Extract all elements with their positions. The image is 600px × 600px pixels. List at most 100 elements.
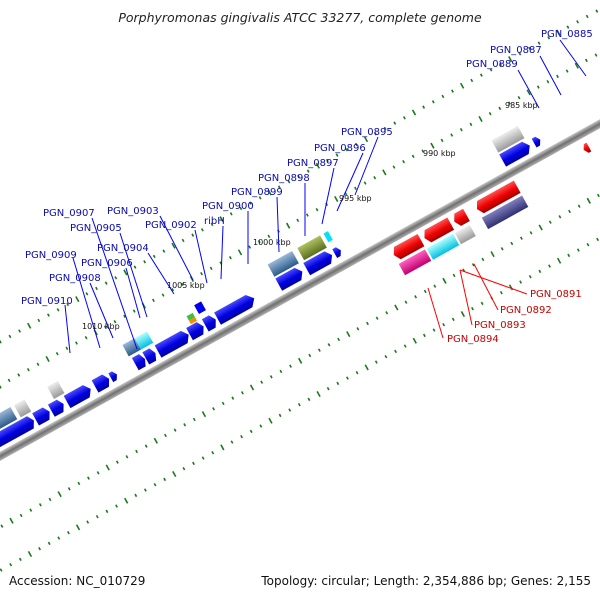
reverse-gene-arrow[interactable] (421, 217, 455, 244)
reverse-gene-navy[interactable] (481, 195, 529, 230)
scale-tick (45, 356, 50, 363)
scale-tick (411, 109, 417, 116)
reverse-gene-arrow[interactable] (474, 180, 521, 216)
gene-label[interactable]: PGN_0910 (21, 296, 73, 307)
forward-gene-gray[interactable] (491, 125, 525, 153)
reverse-gene-cyan[interactable] (426, 233, 460, 260)
forward-gene-arrow[interactable] (108, 370, 119, 383)
gene-label[interactable]: PGN_0896 (314, 143, 366, 154)
scale-tick (510, 241, 514, 246)
gene-label[interactable]: PGN_0900 (202, 201, 254, 212)
scale-tick (481, 257, 485, 262)
scale-tick (558, 215, 562, 219)
forward-gene-arrow[interactable] (275, 265, 305, 291)
gene-label[interactable]: PGN_0889 (466, 59, 518, 70)
scale-tick (547, 36, 551, 40)
scale-tick (596, 193, 600, 198)
gene-label[interactable]: PGN_0894 (447, 334, 499, 345)
scale-tick (27, 322, 32, 329)
scale-tick (556, 29, 561, 36)
scale-tick (576, 20, 580, 24)
scale-tick (517, 96, 521, 100)
scale-tick (38, 503, 42, 507)
scale-tick (132, 309, 136, 313)
scale-tick (326, 387, 330, 391)
gene-label[interactable]: PGN_0892 (500, 305, 552, 316)
scale-tick (289, 364, 292, 368)
forward-gene-arrow[interactable] (91, 373, 113, 393)
gene-label[interactable]: PGN_0893 (474, 320, 526, 331)
scale-tick (27, 551, 33, 558)
forward-gene-steel[interactable] (267, 250, 299, 277)
forward-gene-arrow[interactable] (332, 246, 343, 258)
forward-gene-gray[interactable] (0, 407, 18, 434)
scale-tick (163, 477, 167, 482)
forward-gene-arrow[interactable] (186, 320, 207, 341)
scale-tick (431, 100, 435, 104)
forward-gene-cyan[interactable] (134, 331, 154, 350)
gene-label[interactable]: PGN_0905 (70, 223, 122, 234)
gene-label[interactable]: PGN_0908 (49, 273, 101, 284)
scale-tick (519, 280, 523, 284)
scale-tick (422, 105, 426, 109)
forward-gene-small[interactable] (194, 301, 206, 314)
forward-gene-cyan[interactable] (122, 338, 141, 357)
forward-gene-arrow[interactable] (499, 139, 533, 167)
forward-gene-small[interactable] (323, 231, 333, 243)
gene-label[interactable]: PGN_0895 (341, 127, 393, 138)
forward-gene-labels: PGN_0885 PGN_0887 PGN_0889 PGN_0895 PGN_… (21, 29, 593, 307)
forward-gene-arrow[interactable] (303, 249, 335, 276)
reverse-gene-gray[interactable] (454, 224, 476, 245)
reverse-gene-arrow[interactable] (581, 142, 592, 155)
gene-label[interactable]: PGN_0899 (231, 187, 283, 198)
scale-tick (267, 189, 272, 196)
gene-label[interactable]: PGN_0906 (81, 258, 133, 269)
gene-label[interactable]: PGN_0898 (258, 173, 310, 184)
scale-tick (576, 248, 580, 252)
scale-tick (114, 276, 118, 280)
forward-gene-arrow[interactable] (142, 347, 158, 365)
scale-tick (153, 483, 157, 487)
gene-label[interactable]: ribH (204, 216, 225, 227)
gene-label[interactable]: PGN_0907 (43, 208, 95, 219)
reverse-gene-arrow[interactable] (390, 233, 425, 261)
gene-label[interactable]: PGN_0885 (541, 29, 593, 40)
forward-gene-arrow[interactable] (131, 353, 148, 371)
gene-label[interactable]: PGN_0887 (490, 45, 542, 56)
forward-gene-small[interactable] (186, 312, 196, 321)
forward-gene-gray[interactable] (13, 399, 32, 418)
label-leaders (64, 39, 587, 354)
forward-gene-arrow[interactable] (154, 328, 192, 358)
scale-tick (143, 488, 147, 492)
scale-tick (210, 222, 214, 227)
gene-label[interactable]: PGN_0903 (107, 206, 159, 217)
scale-tick (335, 153, 339, 157)
forward-gene-arrow[interactable] (32, 406, 53, 426)
gene-label[interactable]: PGN_0902 (145, 220, 197, 231)
scale-tick (37, 318, 41, 323)
forward-gene-small[interactable] (188, 317, 198, 325)
map-title: Porphyromonas gingivalis ATCC 33277, com… (118, 10, 482, 25)
scale-tick (305, 213, 309, 217)
gene-label[interactable]: PGN_0904 (97, 243, 149, 254)
forward-gene-arrow[interactable] (0, 414, 37, 448)
gene-label[interactable]: PGN_0897 (287, 158, 339, 169)
scale-tick (385, 311, 389, 315)
gene-label[interactable]: PGN_0909 (25, 250, 77, 261)
forward-gene-arrow[interactable] (201, 313, 219, 332)
reverse-gene-pink[interactable] (398, 249, 432, 276)
forward-gene-arrow[interactable] (531, 135, 543, 148)
scale-tick (182, 467, 186, 471)
scale-tick (363, 181, 367, 185)
gene-label[interactable]: PGN_0891 (530, 289, 582, 300)
forward-gene-arrow[interactable] (47, 398, 67, 417)
scale-tick (171, 242, 176, 249)
forward-gene-arrow[interactable] (214, 292, 258, 325)
reverse-gene-arrow[interactable] (451, 208, 470, 228)
scale-tick (327, 343, 331, 347)
scale-tick (480, 301, 484, 306)
forward-gene-olive[interactable] (297, 235, 327, 261)
forward-gene-gray[interactable] (47, 380, 65, 399)
forward-gene-arrow[interactable] (63, 383, 94, 409)
scale-tick (180, 282, 184, 287)
